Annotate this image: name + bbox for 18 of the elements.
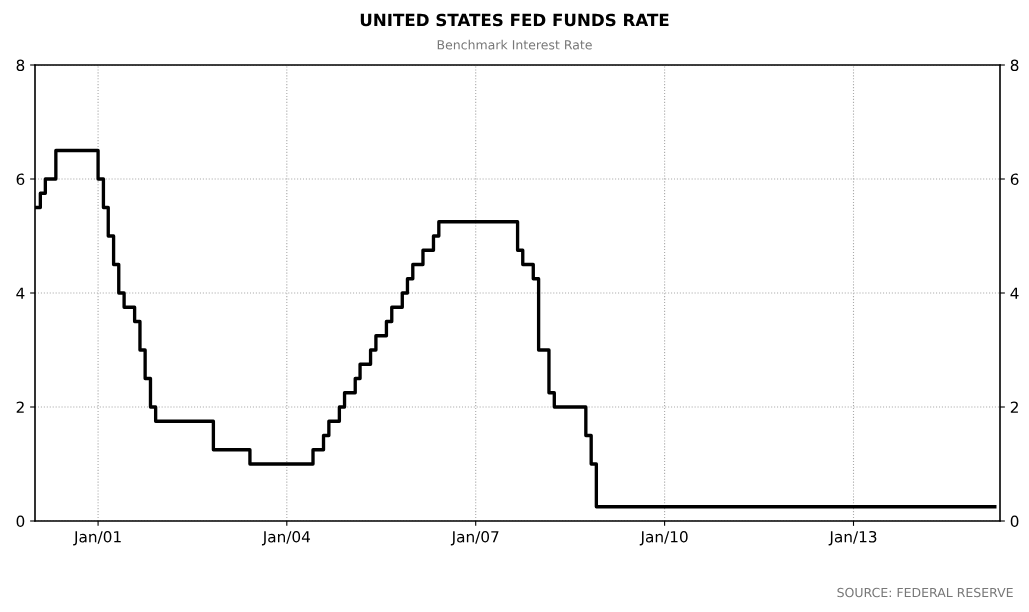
y-tick-label: 8	[16, 59, 25, 72]
chart-subtitle: Benchmark Interest Rate	[437, 39, 592, 50]
y-tick-label: 4	[16, 287, 25, 299]
x-tick-label: Jan/04	[261, 530, 311, 546]
x-tick-label: Jan/01	[73, 530, 121, 546]
x-tick-label: Jan/13	[828, 530, 877, 546]
y2-tick-label: 0	[1010, 515, 1019, 528]
y2-tick-label: 4	[1010, 287, 1019, 299]
source-note: SOURCE: FEDERAL RESERVE	[837, 587, 1013, 598]
y2-tick-label: 2	[1010, 401, 1018, 413]
x-tick-label: Jan/10	[639, 530, 688, 546]
chart-title: UNITED STATES FED FUNDS RATE	[360, 13, 669, 27]
y-tick-label: 6	[16, 173, 25, 186]
x-tick-label: Jan/07	[450, 530, 499, 546]
y2-tick-label: 6	[1010, 173, 1019, 186]
y2-tick-label: 8	[1010, 59, 1019, 72]
y-tick-label: 0	[16, 515, 25, 528]
y-tick-label: 2	[16, 401, 24, 413]
